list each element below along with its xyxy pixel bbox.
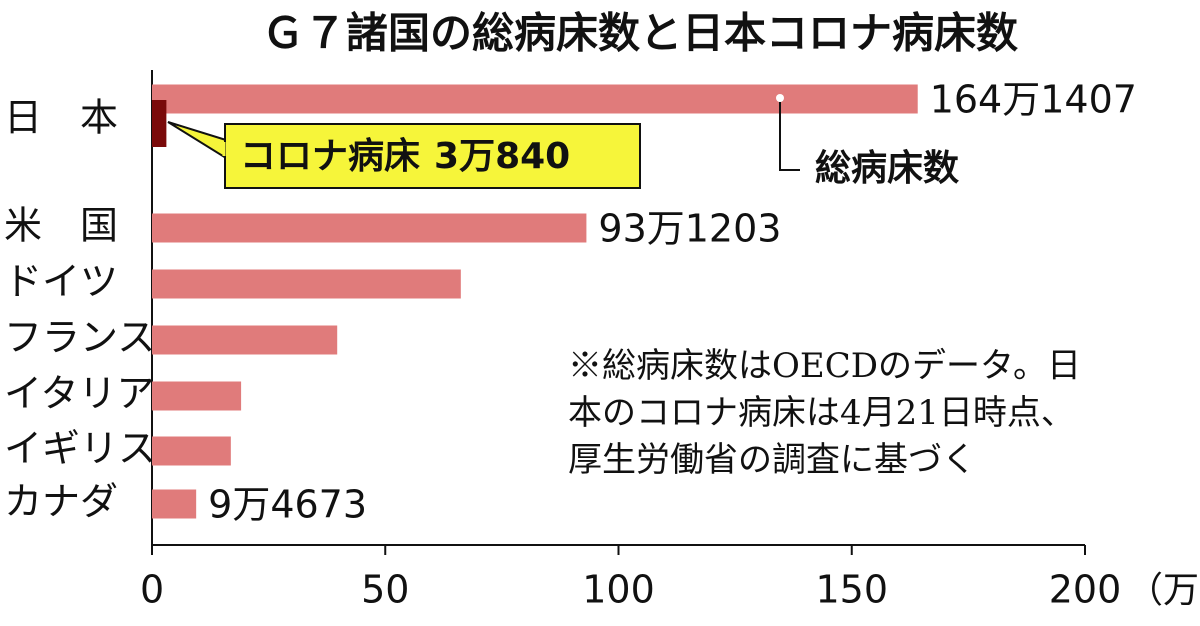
note: ※総病床数はOECDのデータ。日: [568, 346, 1081, 386]
x-tick-label: 200: [1049, 568, 1122, 612]
value-label: 93万1203: [598, 207, 781, 251]
y-tick-label: フランス: [4, 316, 155, 360]
y-tick-label: 米 国: [4, 204, 118, 248]
y-tick-label: イタリア: [4, 372, 154, 416]
bar: [152, 325, 338, 355]
bar: [152, 489, 197, 519]
value-label: 3万840: [434, 136, 570, 177]
chart-title: Ｇ７諸国の総病床数と日本コロナ病床数: [262, 9, 1018, 58]
bar: [152, 269, 461, 299]
note: 厚生労働省の調査に基づく: [568, 440, 976, 480]
callout-line: [779, 102, 800, 171]
y-tick-label: イギリス: [4, 427, 156, 471]
x-tick-label: 0: [140, 568, 164, 612]
note: 本のコロナ病床は4月21日時点、: [568, 393, 1075, 433]
bar: [152, 436, 231, 466]
legend-label: コロナ病床: [240, 136, 420, 177]
callout-dot: [776, 94, 784, 102]
y-tick-label: 日 本: [4, 96, 118, 140]
callout-text: コロナ病床 3万840: [240, 136, 570, 177]
x-tick-label: 150: [815, 568, 888, 612]
value-label: 9万4673: [208, 483, 367, 527]
y-tick-label: カナダ: [4, 480, 118, 524]
x-tick-label: 50: [361, 568, 409, 612]
x-unit: （万床）: [1127, 570, 1200, 611]
bar: [152, 213, 587, 243]
value-label: 164万1407: [930, 78, 1137, 122]
y-tick-label: ドイツ: [4, 260, 118, 304]
bar: [152, 100, 167, 147]
callout-pointer: [167, 121, 227, 160]
bar: [152, 84, 918, 114]
x-tick-label: 100: [582, 568, 655, 612]
legend-label: 総病床数: [815, 148, 959, 189]
bar: [152, 381, 242, 411]
